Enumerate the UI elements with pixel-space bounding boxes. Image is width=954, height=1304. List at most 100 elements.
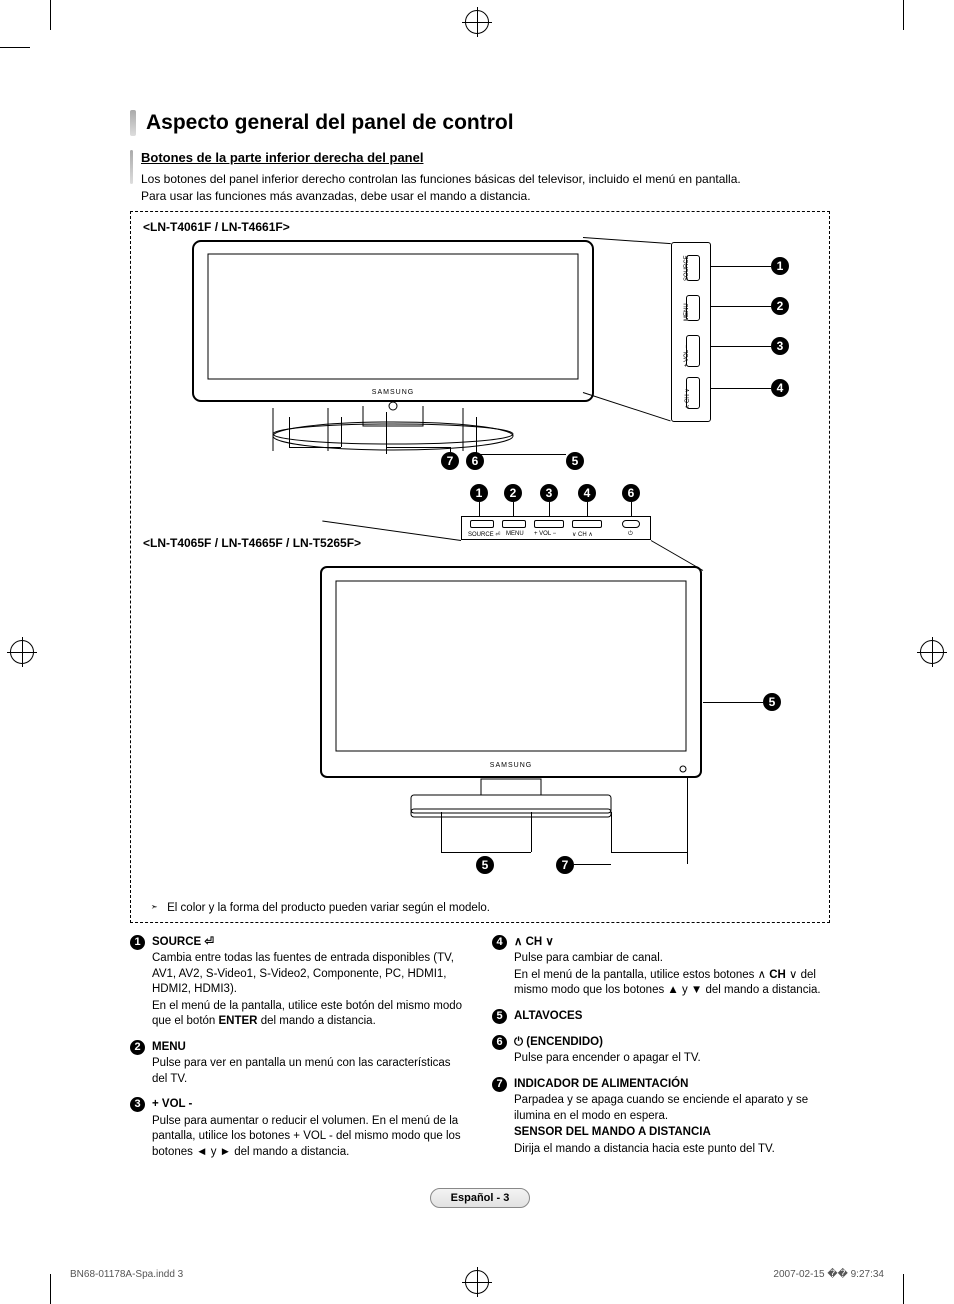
description-item: 5 ALTAVOCES bbox=[492, 1009, 830, 1025]
leader-line bbox=[289, 417, 290, 447]
registration-mark-icon bbox=[465, 10, 489, 34]
page-content: Aspecto general del panel de control Bot… bbox=[130, 110, 830, 1208]
intro-line-2: Para usar las funciones más avanzadas, d… bbox=[141, 188, 741, 205]
item-text: Dirija el mando a distancia hacia este p… bbox=[514, 1142, 830, 1158]
crop-mark bbox=[903, 1274, 904, 1304]
footer-timestamp: 2007-02-15 �� 9:27:34 bbox=[773, 1269, 884, 1280]
description-item: 6⏻ (ENCENDIDO)Pulse para encender o apag… bbox=[492, 1035, 830, 1067]
svg-text:SAMSUNG: SAMSUNG bbox=[490, 762, 532, 769]
registration-mark-icon bbox=[10, 640, 34, 664]
leader-line bbox=[476, 417, 477, 454]
description-item: 4 ∧ CH ∨Pulse para cambiar de canal.En el… bbox=[492, 935, 830, 999]
item-text: Pulse para ver en pantalla un menú con l… bbox=[152, 1056, 468, 1087]
callout-4: 4 bbox=[578, 484, 596, 502]
leader-line bbox=[341, 417, 342, 447]
tv-diagram-1: SAMSUNG bbox=[163, 236, 683, 466]
print-footer: BN68-01178A-Spa.indd 3 2007-02-15 �� 9:2… bbox=[70, 1269, 884, 1280]
item-text: Parpadea y se apaga cuando se enciende e… bbox=[514, 1093, 830, 1124]
leader-line bbox=[450, 447, 451, 452]
item-number-badge: 5 bbox=[492, 1009, 507, 1024]
leader-line bbox=[513, 502, 514, 516]
diagram-note: ➣ El color y la forma del producto puede… bbox=[151, 900, 490, 914]
intro-line-1: Los botones del panel inferior derecho c… bbox=[141, 171, 741, 188]
item-title: INDICADOR DE ALIMENTACIÓN bbox=[514, 1077, 830, 1093]
leader-line bbox=[611, 852, 687, 853]
leader-line bbox=[476, 454, 566, 455]
description-item: 3 + VOL -Pulse para aumentar o reducir el… bbox=[130, 1097, 468, 1160]
item-title: ⏻ (ENCENDIDO) bbox=[514, 1035, 830, 1051]
callout-3: 3 bbox=[771, 337, 789, 355]
callout-7: 7 bbox=[556, 856, 574, 874]
leader-line bbox=[687, 778, 688, 864]
leader-line bbox=[441, 852, 531, 853]
model-label-2: <LN-T4065F / LN-T4665F / LN-T5265F> bbox=[143, 536, 361, 550]
footer-filename: BN68-01178A-Spa.indd 3 bbox=[70, 1269, 183, 1280]
registration-mark-icon bbox=[920, 640, 944, 664]
leader-line bbox=[386, 447, 450, 448]
callout-4: 4 bbox=[771, 379, 789, 397]
item-text: Cambia entre todas las fuentes de entrad… bbox=[152, 951, 468, 998]
left-column: 1SOURCE ⏎Cambia entre todas las fuentes … bbox=[130, 935, 468, 1171]
leader-line bbox=[711, 266, 771, 267]
description-item: 2MENUPulse para ver en pantalla un menú … bbox=[130, 1040, 468, 1088]
item-text: SENSOR DEL MANDO A DISTANCIA bbox=[514, 1125, 830, 1141]
leader-line bbox=[711, 346, 771, 347]
svg-text:SAMSUNG: SAMSUNG bbox=[372, 389, 414, 396]
strip-label-vol: + VOL − bbox=[534, 531, 556, 537]
item-title: ALTAVOCES bbox=[514, 1009, 830, 1025]
item-text: En el menú de la pantalla, utilice estos… bbox=[514, 968, 830, 999]
strip-label-menu: MENU bbox=[506, 531, 524, 537]
crop-mark bbox=[50, 1274, 51, 1304]
callout-6: 6 bbox=[622, 484, 640, 502]
vol-strip-button bbox=[534, 520, 564, 528]
section-subheading: Botones de la parte inferior derecha del… bbox=[141, 150, 741, 165]
leader-line bbox=[711, 306, 771, 307]
item-title: + VOL - bbox=[152, 1097, 468, 1113]
top-button-strip: SOURCE ⏎ MENU + VOL − ∨ CH ∧ ⏻ bbox=[461, 516, 651, 540]
callout-2: 2 bbox=[504, 484, 522, 502]
item-title: ∧ CH ∨ bbox=[514, 935, 830, 951]
ch-label: ∧ CH ∨ bbox=[684, 388, 691, 409]
callout-3: 3 bbox=[540, 484, 558, 502]
vol-label: + VOL − bbox=[684, 344, 690, 366]
crop-mark bbox=[0, 47, 30, 48]
callout-7: 7 bbox=[441, 452, 459, 470]
page-number-badge: Español - 3 bbox=[430, 1188, 530, 1208]
leader-line bbox=[441, 812, 442, 852]
strip-label-power: ⏻ bbox=[628, 531, 633, 538]
strip-label-ch: ∨ CH ∧ bbox=[572, 531, 593, 538]
leader-line bbox=[611, 812, 612, 852]
ch-strip-button bbox=[572, 520, 602, 528]
leader-line bbox=[531, 812, 532, 852]
note-text: El color y la forma del producto pueden … bbox=[167, 902, 490, 914]
item-title: MENU bbox=[152, 1040, 468, 1056]
leader-line bbox=[631, 502, 632, 516]
callout-5: 5 bbox=[566, 452, 584, 470]
description-item: 7 INDICADOR DE ALIMENTACIÓNParpadea y se … bbox=[492, 1077, 830, 1158]
item-number-badge: 7 bbox=[492, 1077, 507, 1092]
leader-line bbox=[703, 702, 763, 703]
leader-line bbox=[574, 864, 611, 865]
callout-1: 1 bbox=[470, 484, 488, 502]
description-columns: 1SOURCE ⏎Cambia entre todas las fuentes … bbox=[130, 935, 830, 1171]
description-item: 1SOURCE ⏎Cambia entre todas las fuentes … bbox=[130, 935, 468, 1030]
right-column: 4 ∧ CH ∨Pulse para cambiar de canal.En el… bbox=[492, 935, 830, 1171]
item-title: SOURCE ⏎ bbox=[152, 935, 468, 951]
leader-line bbox=[479, 502, 480, 516]
callout-1: 1 bbox=[771, 257, 789, 275]
item-number-badge: 6 bbox=[492, 1035, 507, 1050]
diagram-container: <LN-T4061F / LN-T4661F> SAMSUNG SOURCE M… bbox=[130, 211, 830, 923]
item-text: Pulse para aumentar o reducir el volumen… bbox=[152, 1114, 468, 1161]
strip-label-source: SOURCE ⏎ bbox=[468, 531, 500, 538]
page-title: Aspecto general del panel de control bbox=[146, 111, 514, 135]
item-text: Pulse para cambiar de canal. bbox=[514, 951, 830, 967]
leader-line bbox=[289, 447, 341, 448]
power-strip-button bbox=[622, 520, 640, 528]
leader-line bbox=[711, 388, 771, 389]
item-number-badge: 4 bbox=[492, 935, 507, 950]
callout-5: 5 bbox=[763, 693, 781, 711]
note-arrow-icon: ➣ bbox=[151, 900, 158, 914]
menu-label: MENU bbox=[684, 303, 690, 321]
item-text: En el menú de la pantalla, utilice este … bbox=[152, 999, 468, 1030]
item-number-badge: 3 bbox=[130, 1097, 145, 1112]
